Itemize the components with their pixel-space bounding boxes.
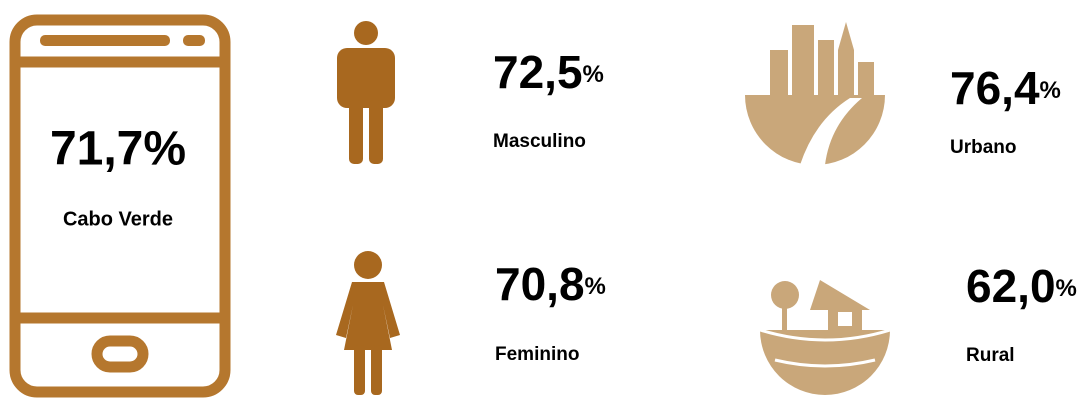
stat-label: Feminino xyxy=(495,344,579,365)
stat-unit: % xyxy=(1056,275,1077,302)
stat-number: 62,0 xyxy=(966,260,1056,312)
phone-icon xyxy=(9,14,231,398)
stat-label: Masculino xyxy=(493,131,586,152)
stat-number: 70,8 xyxy=(495,258,585,310)
total-value: 71,7% xyxy=(50,123,186,176)
stat-unit: % xyxy=(585,273,606,300)
woman-icon xyxy=(336,251,400,395)
stat-label: Urbano xyxy=(950,137,1017,158)
stat-value: 76,4% xyxy=(950,62,1061,114)
stat-number: 76,4 xyxy=(950,62,1040,114)
rural-icon xyxy=(759,280,891,395)
stat-value: 72,5% xyxy=(493,46,604,98)
phone-details xyxy=(40,35,205,46)
stat-value: 70,8% xyxy=(495,258,606,310)
stat-number: 72,5 xyxy=(493,46,583,98)
stat-unit: % xyxy=(1040,77,1061,104)
stat-unit: % xyxy=(583,61,604,88)
man-icon xyxy=(337,21,395,164)
stat-label: Rural xyxy=(966,345,1015,366)
total-label: Cabo Verde xyxy=(63,208,173,230)
stat-value: 62,0% xyxy=(966,260,1077,312)
city-icon xyxy=(745,22,885,165)
